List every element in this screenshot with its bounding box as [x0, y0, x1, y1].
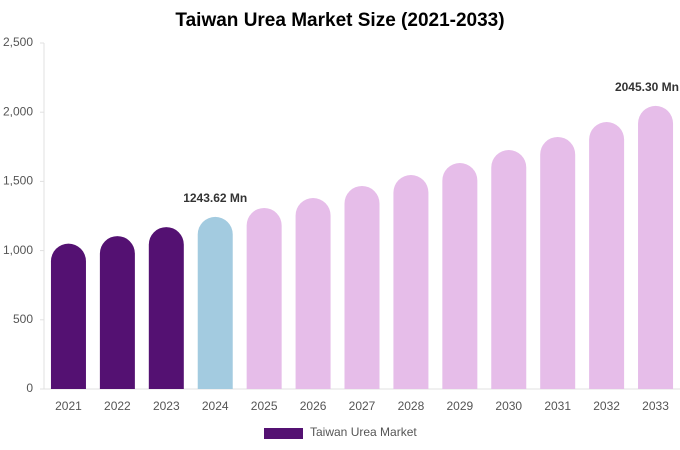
y-tick-label: 2,000: [3, 104, 33, 118]
y-tick-label: 500: [13, 312, 33, 326]
bar: [393, 175, 429, 389]
legend-swatch: [264, 428, 303, 439]
y-tick-label: 2,500: [3, 35, 33, 49]
x-tick-label: 2026: [300, 399, 327, 413]
x-tick-label: 2023: [153, 399, 180, 413]
x-tick-label: 2031: [544, 399, 571, 413]
legend-label: Taiwan Urea Market: [310, 425, 417, 439]
x-tick-label: 2033: [642, 399, 669, 413]
bar: [197, 216, 233, 389]
x-tick-label: 2021: [55, 399, 82, 413]
chart-title: Taiwan Urea Market Size (2021-2033): [175, 10, 504, 31]
x-tick-label: 2025: [251, 399, 278, 413]
bar: [99, 236, 135, 389]
bar: [442, 162, 478, 389]
value-label: 2045.30 Mn: [615, 80, 679, 94]
x-tick-label: 2029: [446, 399, 473, 413]
y-tick-label: 0: [26, 381, 33, 395]
y-tick-label: 1,500: [3, 174, 33, 188]
bar: [589, 122, 625, 389]
bar: [148, 227, 184, 389]
bar: [50, 243, 86, 389]
bar: [295, 198, 331, 389]
x-tick-label: 2030: [495, 399, 522, 413]
bar: [638, 105, 674, 389]
value-label: 1243.62 Mn: [183, 191, 247, 205]
bar: [491, 149, 527, 389]
bar: [540, 136, 576, 389]
bar: [344, 185, 380, 389]
x-tick-label: 2032: [593, 399, 620, 413]
x-tick-label: 2024: [202, 399, 229, 413]
bar: [246, 207, 282, 389]
x-tick-label: 2027: [349, 399, 376, 413]
y-tick-label: 1,000: [3, 243, 33, 257]
x-tick-label: 2022: [104, 399, 131, 413]
x-tick-label: 2028: [398, 399, 425, 413]
